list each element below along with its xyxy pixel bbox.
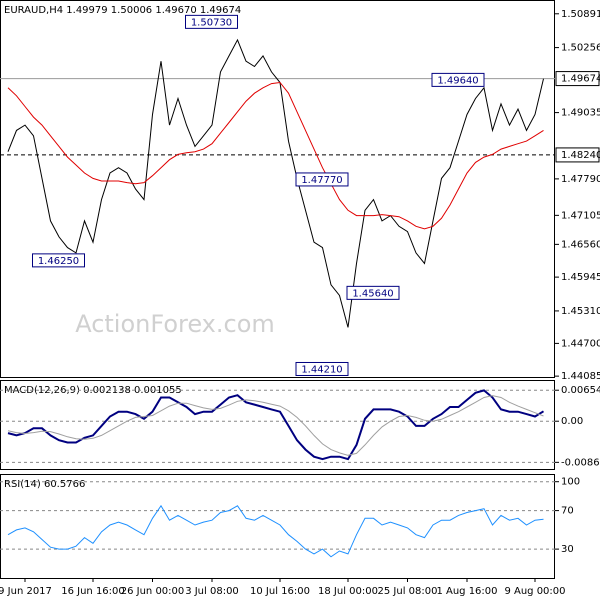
x-tick-label: 10 Jul 16:00	[250, 586, 310, 597]
x-tick-label: 9 Aug 00:00	[504, 586, 565, 597]
series-line	[7, 504, 544, 558]
watermark: ActionForex.com	[75, 310, 275, 338]
annotation-label: 1.44210	[301, 364, 342, 375]
y-tick-label: 1.47790	[561, 174, 600, 185]
y-tick-label: 1.45310	[561, 306, 600, 317]
annotation-box	[346, 285, 400, 300]
x-tick-label: 3 Jul 08:00	[185, 586, 239, 597]
y-tick-label: 1.47105	[561, 210, 600, 221]
annotation-box	[295, 361, 349, 376]
rsi-panel	[0, 474, 555, 579]
panel-title: EURAUD,H4 1.49979 1.50006 1.49670 1.4967…	[4, 5, 241, 16]
y-tick-label: 1.46560	[561, 239, 600, 250]
x-tick-label: 1 Aug 16:00	[436, 586, 497, 597]
macd-panel	[0, 380, 555, 470]
annotation-label: 1.46250	[38, 256, 79, 267]
series-line	[7, 395, 544, 456]
x-tick-label: 16 Jun 16:00	[61, 586, 125, 597]
y-tick-label: 1.44700	[561, 338, 600, 349]
x-tick-label: 25 Jul 08:00	[378, 586, 438, 597]
y-tick-label: 1.44085	[561, 371, 600, 382]
level-label: 1.49674	[561, 74, 600, 85]
y-tick-label: 1.50256	[561, 43, 600, 54]
y-tick-label: 0.00	[561, 416, 583, 427]
level-box	[555, 71, 600, 87]
annotation-label: 1.45640	[352, 288, 393, 299]
x-tick-label: 9 Jun 2017	[0, 586, 52, 597]
series-line	[7, 38, 544, 328]
annotation-box	[431, 72, 485, 87]
annotation-box	[295, 172, 349, 187]
y-tick-label: 1.45945	[561, 272, 600, 283]
y-tick-label: 70	[561, 506, 574, 517]
series-line	[7, 389, 545, 461]
price-panel	[0, 0, 555, 378]
level-label: 1.48240	[561, 150, 600, 161]
annotation-box	[32, 253, 85, 268]
annotation-box	[185, 14, 238, 29]
series-line	[7, 81, 544, 230]
panel-title: RSI(14) 60.5766	[4, 479, 85, 490]
y-tick-label: 100	[561, 477, 580, 488]
y-tick-label: 0.006542	[561, 385, 600, 396]
annotation-label: 1.49640	[437, 75, 478, 86]
y-tick-label: 1.50891	[561, 9, 600, 20]
x-tick-label: 18 Jul 00:00	[318, 586, 378, 597]
y-tick-label: 1.49035	[561, 108, 600, 119]
x-tick-label: 26 Jun 00:00	[121, 586, 185, 597]
y-tick-label: -0.008684	[561, 457, 600, 468]
annotation-label: 1.47770	[301, 175, 342, 186]
annotation-label: 1.50730	[191, 17, 232, 28]
level-box	[555, 147, 600, 163]
y-tick-label: 30	[561, 544, 574, 555]
